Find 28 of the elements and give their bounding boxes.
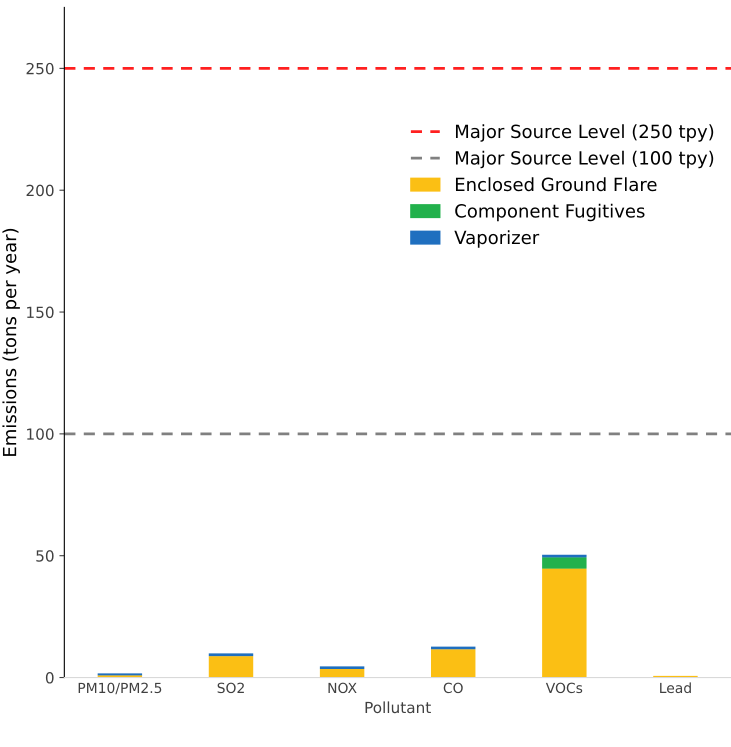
y-tick-label: 150 — [27, 306, 54, 318]
bar — [208, 653, 254, 656]
y-tick-label: 200 — [26, 184, 54, 196]
bar — [431, 646, 476, 650]
y-tick-label: 0 — [46, 672, 54, 684]
x-axis-title: Pollutant — [366, 701, 431, 714]
y-tick-label: 250 — [26, 62, 54, 74]
legend-label: Major Source Level (100 tpy) — [456, 150, 714, 168]
bar — [542, 554, 587, 558]
bar — [431, 649, 476, 678]
x-tick-label: CO — [444, 682, 463, 694]
y-tick-label: 50 — [36, 550, 54, 562]
bar — [320, 669, 364, 678]
bar — [542, 568, 587, 678]
legend-label: Component Fugitives — [455, 204, 645, 222]
x-tick-label: PM10/PM2.5 — [78, 682, 162, 694]
x-tick-label: NOX — [328, 682, 357, 694]
bar — [542, 557, 587, 569]
y-tick-label: 100 — [27, 428, 54, 440]
y-axis-title: Emissions (tons per year) — [2, 228, 20, 456]
x-tick-label: Lead — [660, 682, 691, 694]
bar — [320, 666, 364, 669]
legend-label: Major Source Level (250 tpy) — [456, 124, 714, 142]
x-tick-label: SO2 — [218, 682, 244, 694]
x-tick-label: VOCs — [546, 682, 582, 694]
legend-label: Vaporizer — [454, 230, 540, 248]
legend-label: Enclosed Ground Flare — [456, 177, 657, 192]
bar — [208, 656, 254, 678]
